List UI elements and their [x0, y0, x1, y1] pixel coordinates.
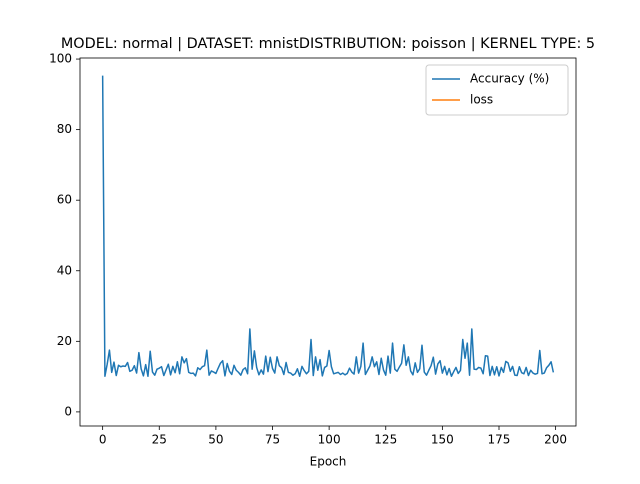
x-tick-label: 125 — [374, 433, 397, 447]
y-tick-label: 20 — [57, 334, 72, 348]
y-tick-label: 40 — [57, 263, 72, 277]
x-tick-label: 50 — [208, 433, 223, 447]
legend-label: Accuracy (%) — [470, 72, 549, 86]
data-line — [101, 75, 555, 378]
chart-title: MODEL: normal | DATASET: mnistDISTRIBUTI… — [61, 36, 595, 52]
legend-box — [425, 64, 569, 116]
x-tick-label: 100 — [318, 433, 341, 447]
plot-frame — [79, 57, 577, 427]
x-tick-label: 200 — [544, 433, 567, 447]
x-tick-label: 175 — [488, 433, 511, 447]
x-tick-label: 150 — [431, 433, 454, 447]
x-axis-label: Epoch — [310, 455, 347, 469]
x-tick-label: 0 — [99, 433, 107, 447]
x-tick-label: 25 — [152, 433, 167, 447]
x-tick-label: 75 — [265, 433, 280, 447]
y-tick-label: 100 — [49, 52, 72, 66]
legend-label: loss — [470, 93, 493, 107]
y-tick-label: 0 — [64, 404, 72, 418]
y-tick-label: 60 — [57, 193, 72, 207]
y-tick-label: 80 — [57, 122, 72, 136]
